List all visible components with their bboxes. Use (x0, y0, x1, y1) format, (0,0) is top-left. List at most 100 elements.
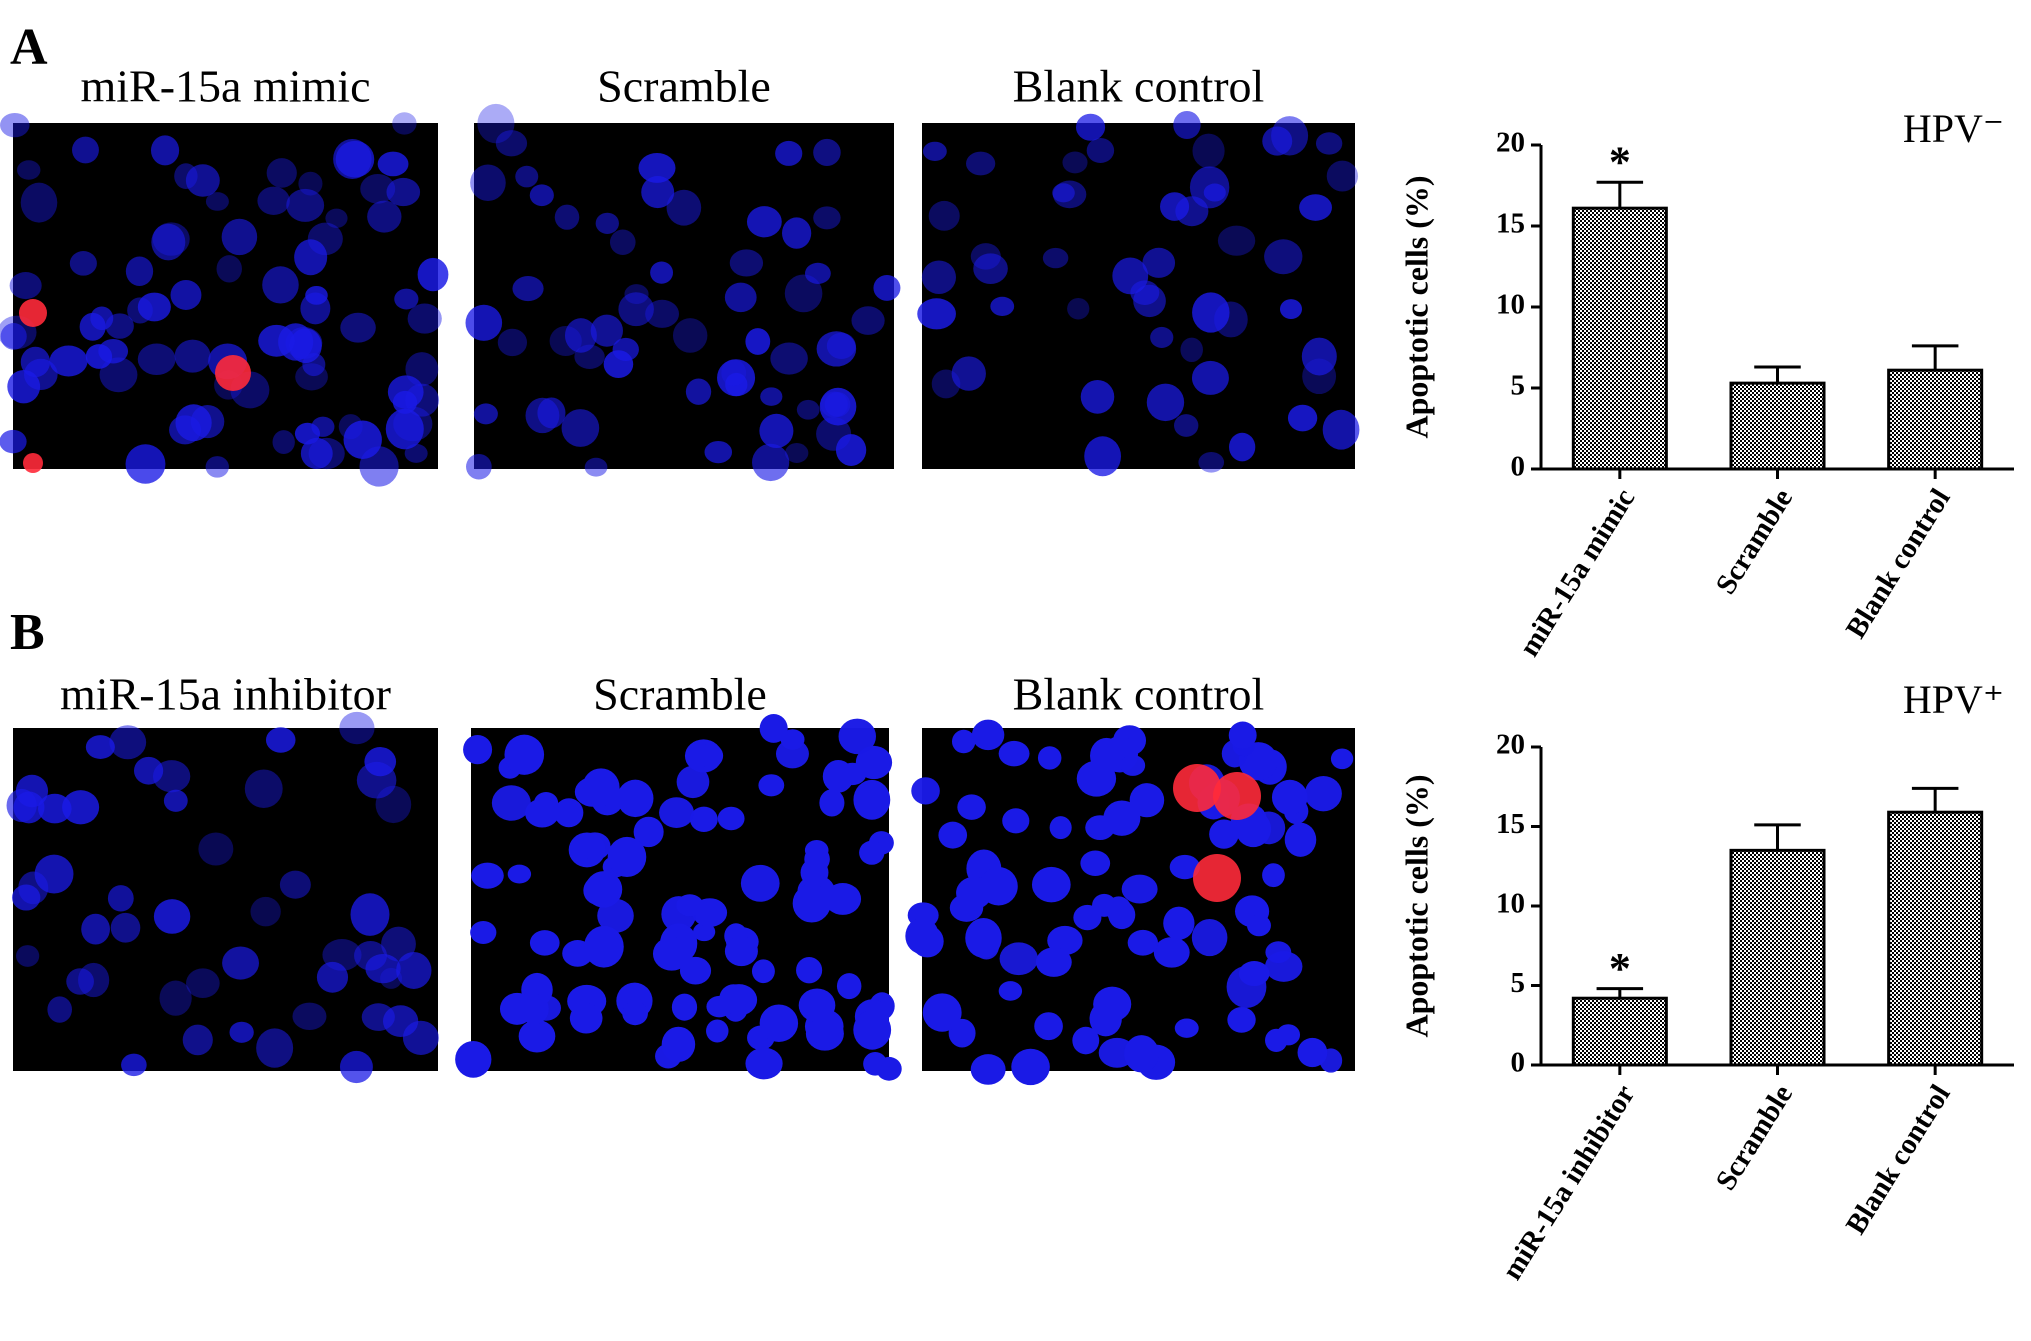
error-bar (1596, 180, 1644, 209)
cell-nucleus (970, 1054, 1006, 1085)
cell-nucleus (1265, 941, 1292, 964)
cell-nucleus (360, 174, 396, 204)
cell-nucleus (775, 739, 809, 769)
cell-nucleus (804, 262, 831, 284)
cell-nucleus (729, 249, 764, 277)
cell-nucleus (262, 266, 299, 304)
cell-nucleus (724, 282, 757, 313)
cell-nucleus (151, 223, 186, 261)
cell-nucleus (512, 276, 544, 302)
cell-nucleus (515, 165, 539, 188)
cell-nucleus (1035, 947, 1072, 977)
cell-nucleus (1062, 151, 1088, 174)
cell-nucleus (0, 323, 27, 350)
cell-nucleus (286, 188, 325, 222)
y-tick-label: 0 (1511, 1047, 1526, 1079)
cell-nucleus (873, 275, 901, 301)
cell-nucleus (970, 243, 1001, 270)
micrograph (0, 112, 449, 487)
cell-nucleus (1067, 297, 1090, 320)
cell-nucleus (16, 945, 40, 967)
cell-nucleus (1011, 1048, 1050, 1086)
cell-nucleus (1235, 810, 1272, 848)
cell-nucleus (99, 357, 138, 393)
cell-nucleus (125, 256, 154, 287)
cell-nucleus (746, 206, 782, 238)
cell-nucleus (590, 314, 623, 347)
cell-nucleus (381, 926, 416, 962)
cell-nucleus (525, 798, 560, 828)
cell-nucleus (819, 789, 845, 817)
bar (1571, 206, 1668, 471)
bar (1887, 368, 1984, 471)
cell-nucleus (402, 1020, 439, 1055)
cell-nucleus (258, 324, 295, 357)
cell-nucleus (917, 298, 956, 330)
cell-nucleus (1120, 754, 1146, 776)
cell-nucleus (1301, 337, 1337, 376)
panel-label: B (10, 604, 45, 661)
cell-nucleus (69, 251, 97, 276)
cell-nucleus (1279, 299, 1303, 320)
cell-nucleus (465, 304, 503, 341)
y-axis-label: Apoptotic cells (%) (1398, 175, 1434, 438)
cell-nucleus (804, 846, 830, 873)
cell-nucleus (1080, 380, 1115, 414)
cell-nucleus (1121, 874, 1158, 904)
cell-nucleus (1090, 737, 1124, 774)
cell-nucleus (356, 761, 397, 799)
cell-nucleus (785, 443, 809, 463)
cell-nucleus (851, 306, 885, 335)
cell-nucleus (775, 140, 803, 166)
cell-nucleus (109, 725, 147, 760)
cell-nucleus (392, 112, 417, 135)
cell-nucleus (1129, 783, 1165, 818)
cell-nucleus (990, 296, 1015, 316)
cell-nucleus (1264, 239, 1303, 275)
cell-nucleus (612, 337, 639, 361)
cell-nucleus (396, 952, 432, 989)
cell-nucleus (66, 968, 94, 995)
cell-nucleus (816, 331, 857, 367)
cell-nucleus (564, 318, 597, 353)
cell-nucleus (1031, 866, 1071, 903)
cell-nucleus (300, 292, 331, 325)
y-tick-label: 5 (1511, 370, 1526, 402)
error-bar (1911, 786, 1959, 813)
cell-nucleus (853, 1010, 892, 1050)
cell-nucleus (354, 940, 388, 971)
cell-nucleus (951, 356, 986, 391)
bar (1729, 381, 1826, 471)
cell-nucleus (561, 409, 600, 447)
cell-nucleus (1174, 414, 1199, 437)
cell-nucleus (343, 420, 382, 460)
cell-nucleus (153, 899, 191, 934)
cell-nucleus (836, 973, 862, 1000)
cell-nucleus (1072, 1026, 1100, 1055)
cell-nucleus (1160, 192, 1190, 221)
cell-nucleus (1262, 863, 1285, 888)
cell-nucleus (549, 325, 582, 357)
micrograph-bg (13, 123, 438, 469)
cell-nucleus (1002, 808, 1030, 834)
cell-nucleus (740, 864, 780, 902)
cell-nucleus (1080, 850, 1111, 876)
cell-nucleus (725, 372, 748, 397)
cell-nucleus (676, 894, 704, 917)
cell-nucleus (335, 140, 375, 178)
x-tick-label: miR-15a mimic (1513, 483, 1641, 662)
cell-nucleus (1330, 748, 1354, 770)
cell-nucleus (1127, 929, 1158, 956)
cell-nucleus (704, 440, 733, 464)
cell-nucleus (951, 729, 976, 754)
cell-nucleus (477, 103, 515, 144)
cell-nucleus (20, 182, 58, 223)
cell-nucleus (813, 206, 841, 230)
cell-nucleus (205, 192, 229, 211)
cell-nucleus (672, 318, 708, 353)
cell-nucleus (1173, 110, 1201, 140)
cell-nucleus (999, 942, 1038, 976)
cell-nucleus (316, 961, 349, 993)
cell-nucleus (655, 1043, 682, 1069)
cell-nucleus (339, 711, 375, 745)
